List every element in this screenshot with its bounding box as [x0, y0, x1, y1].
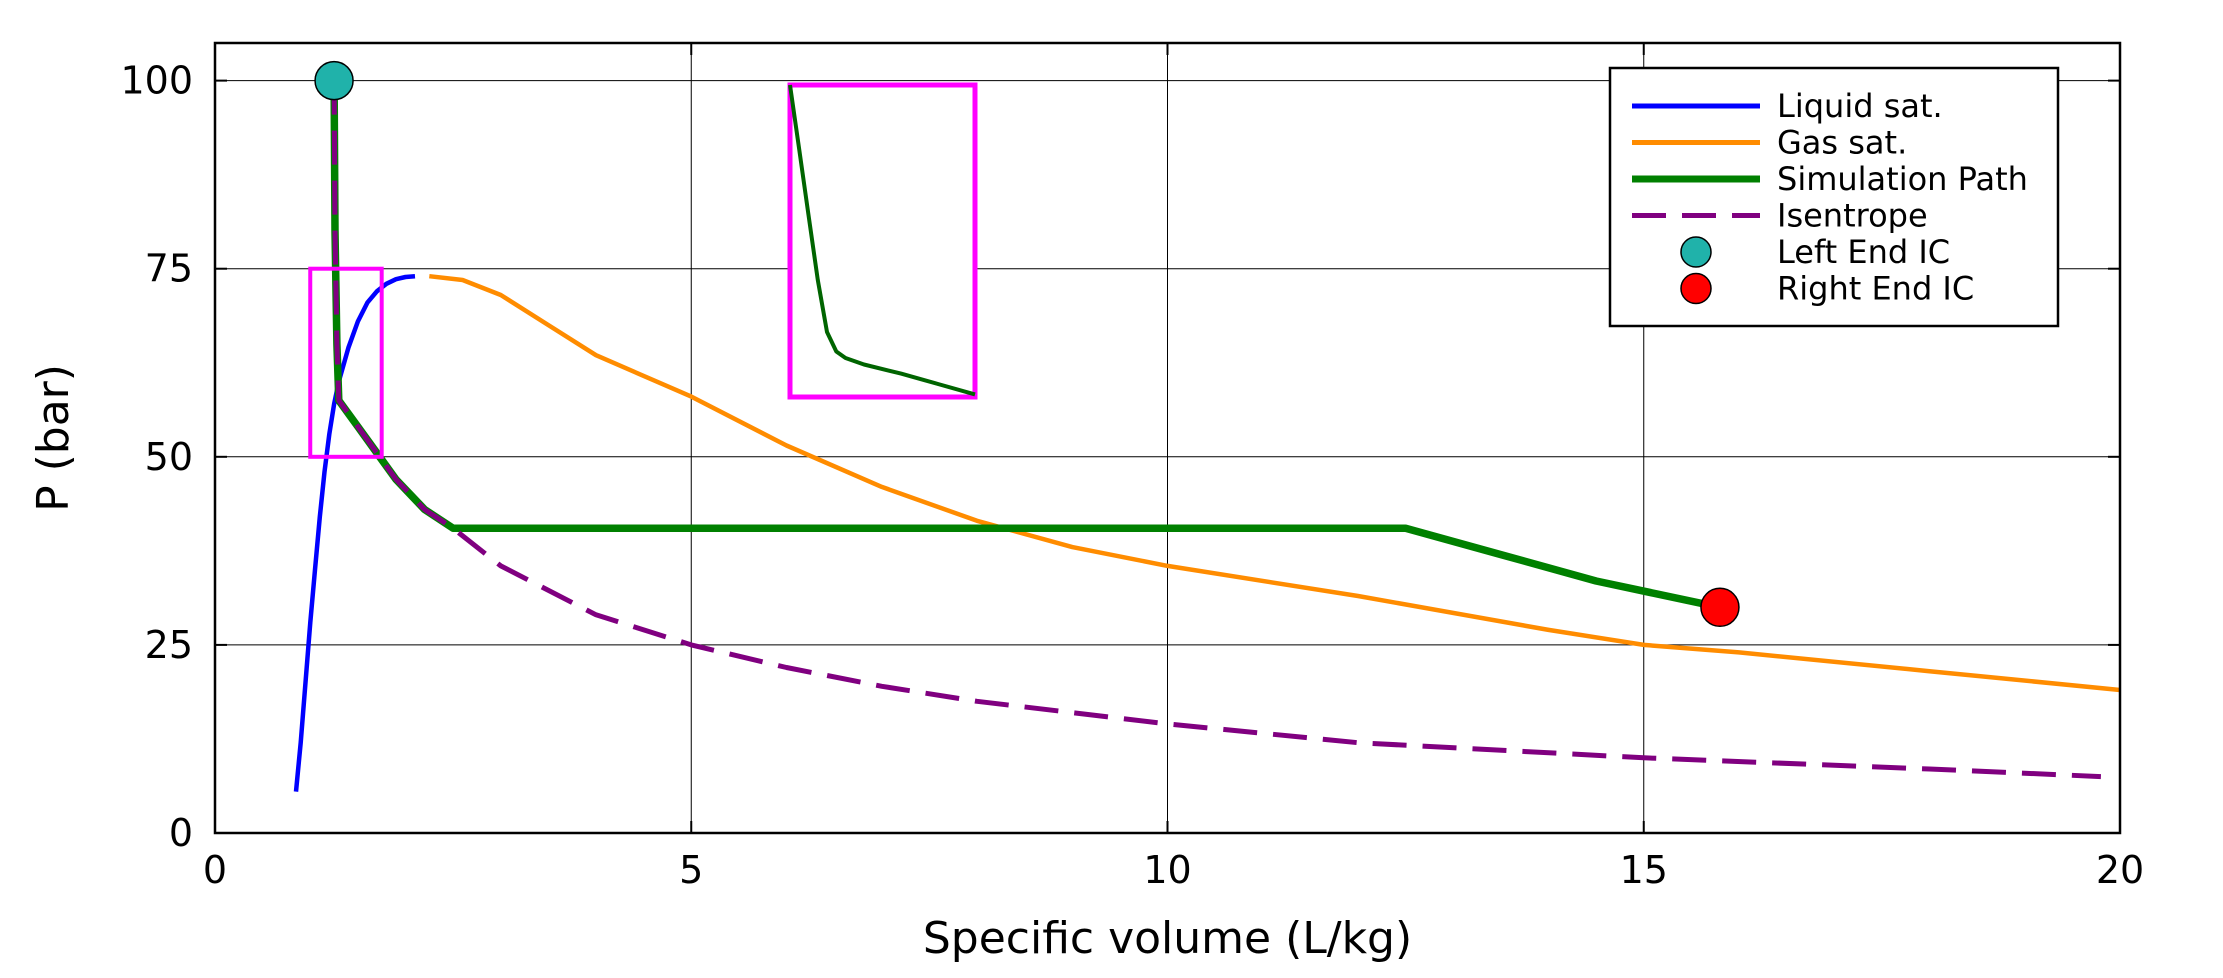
gas-sat-line — [429, 273, 2121, 693]
left-end-ic-marker — [314, 60, 354, 101]
series-layer — [293, 60, 2121, 792]
x-axis-label: Specific volume (L/kg) — [923, 913, 1412, 964]
inset-frame — [787, 82, 978, 400]
inset-path-line — [788, 84, 976, 397]
x-tick-label: 20 — [2096, 848, 2144, 892]
y-tick-label: 0 — [169, 811, 193, 855]
y-tick-label: 100 — [120, 59, 193, 103]
left-end-ic-legend-swatch — [1680, 236, 1712, 268]
right-end-ic-legend-label: Right End IC — [1777, 270, 1974, 308]
y-tick-label: 50 — [145, 435, 193, 479]
zoom-region-box — [308, 266, 384, 459]
simulation-path-line — [330, 80, 1721, 611]
y-axis-label: P (bar) — [28, 364, 79, 512]
liquid-sat-legend-label: Liquid sat. — [1777, 87, 1943, 125]
highlight-layer — [308, 266, 384, 459]
inset — [787, 82, 978, 400]
isentrope-line — [331, 80, 2102, 780]
gas-sat-legend-label: Gas sat. — [1777, 124, 1907, 162]
x-tick-label: 10 — [1143, 848, 1191, 892]
x-tick-label: 15 — [1620, 848, 1668, 892]
left-end-ic-legend-label: Left End IC — [1777, 233, 1950, 271]
liquid-sat-line — [293, 273, 416, 792]
x-tick-label: 0 — [203, 848, 227, 892]
isentrope-legend-label: Isentrope — [1777, 197, 1928, 235]
simulation-path-legend-label: Simulation Path — [1777, 160, 2028, 198]
x-tick-label: 5 — [679, 848, 703, 892]
right-end-ic-marker — [1700, 587, 1740, 628]
legend: Liquid sat.Gas sat.Simulation PathIsentr… — [1608, 66, 2060, 328]
y-tick-label: 75 — [145, 247, 193, 291]
ticks: 0 5 10 15 20 0 25 50 75 100 — [120, 43, 2144, 892]
y-tick-label: 25 — [145, 623, 193, 667]
right-end-ic-legend-swatch — [1680, 272, 1712, 305]
